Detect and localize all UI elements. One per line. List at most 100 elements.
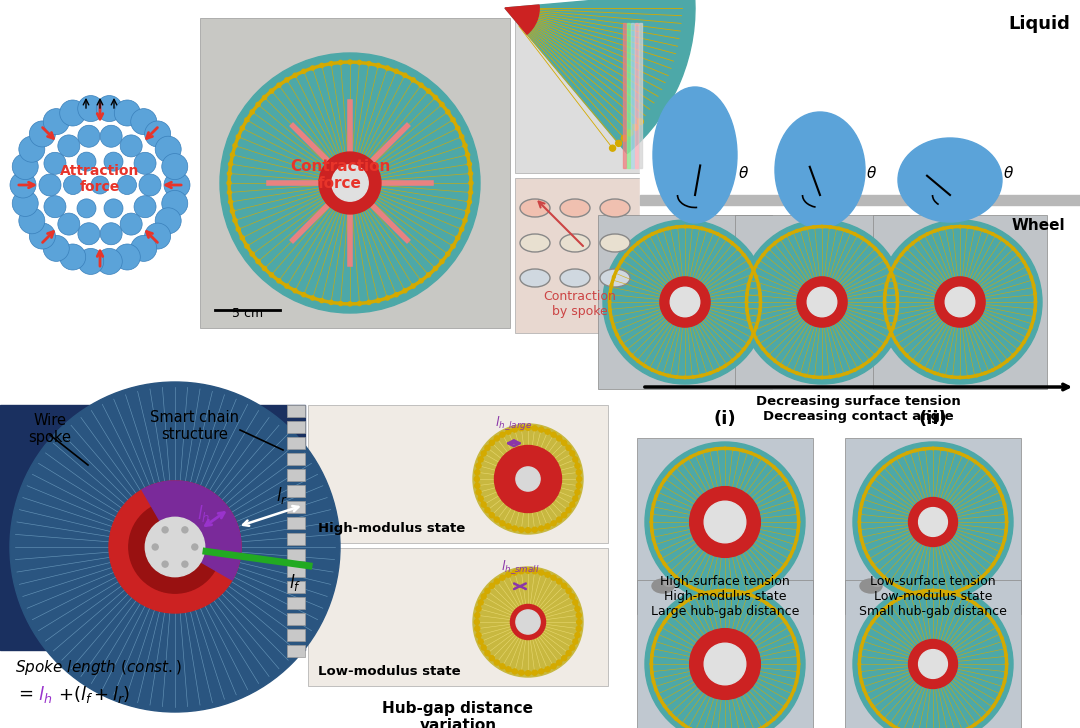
Circle shape bbox=[861, 681, 863, 683]
Circle shape bbox=[755, 325, 757, 328]
Text: Smart chain
structure: Smart chain structure bbox=[150, 410, 240, 443]
Circle shape bbox=[78, 95, 104, 122]
Circle shape bbox=[293, 74, 297, 77]
Circle shape bbox=[575, 606, 580, 612]
Circle shape bbox=[872, 705, 874, 707]
Circle shape bbox=[919, 237, 921, 240]
Circle shape bbox=[58, 213, 80, 235]
Ellipse shape bbox=[600, 234, 630, 252]
Bar bbox=[637, 580, 813, 728]
Circle shape bbox=[914, 449, 917, 452]
Circle shape bbox=[890, 581, 892, 584]
Circle shape bbox=[975, 374, 978, 377]
Circle shape bbox=[993, 563, 995, 565]
Circle shape bbox=[701, 227, 703, 230]
Circle shape bbox=[750, 590, 753, 592]
Circle shape bbox=[100, 223, 122, 245]
Circle shape bbox=[863, 689, 865, 692]
Circle shape bbox=[863, 636, 865, 639]
Circle shape bbox=[753, 333, 755, 336]
Circle shape bbox=[44, 152, 66, 174]
Circle shape bbox=[779, 569, 781, 572]
Circle shape bbox=[793, 547, 795, 550]
Circle shape bbox=[505, 523, 511, 529]
Circle shape bbox=[572, 496, 578, 501]
Circle shape bbox=[932, 447, 934, 450]
Circle shape bbox=[675, 376, 678, 379]
Circle shape bbox=[867, 242, 870, 245]
Circle shape bbox=[757, 341, 759, 344]
Ellipse shape bbox=[600, 199, 630, 217]
Circle shape bbox=[575, 463, 580, 468]
Circle shape bbox=[684, 376, 686, 379]
Circle shape bbox=[987, 569, 989, 572]
Circle shape bbox=[609, 292, 611, 295]
Circle shape bbox=[750, 325, 752, 328]
Circle shape bbox=[731, 360, 733, 363]
Circle shape bbox=[872, 621, 874, 623]
Circle shape bbox=[104, 199, 123, 218]
Circle shape bbox=[859, 654, 861, 657]
Circle shape bbox=[39, 174, 60, 196]
Bar bbox=[287, 565, 305, 577]
Circle shape bbox=[500, 664, 505, 669]
Circle shape bbox=[495, 517, 499, 522]
Circle shape bbox=[485, 588, 490, 593]
Text: $\it{= }$: $\it{= }$ bbox=[15, 684, 33, 702]
Circle shape bbox=[44, 196, 66, 218]
Circle shape bbox=[229, 162, 232, 166]
Circle shape bbox=[698, 590, 700, 592]
Circle shape bbox=[329, 61, 333, 66]
Circle shape bbox=[551, 664, 556, 669]
Circle shape bbox=[967, 376, 970, 379]
Bar bbox=[845, 438, 1021, 614]
Circle shape bbox=[100, 125, 122, 147]
Circle shape bbox=[877, 614, 879, 617]
Circle shape bbox=[973, 460, 976, 463]
Circle shape bbox=[485, 651, 490, 656]
Circle shape bbox=[743, 348, 745, 350]
Circle shape bbox=[797, 672, 799, 674]
Circle shape bbox=[796, 229, 798, 232]
Circle shape bbox=[551, 575, 556, 580]
Circle shape bbox=[251, 252, 254, 256]
Circle shape bbox=[981, 608, 983, 610]
Circle shape bbox=[134, 152, 156, 174]
Circle shape bbox=[320, 63, 324, 68]
Circle shape bbox=[704, 644, 746, 685]
Circle shape bbox=[966, 456, 969, 458]
Circle shape bbox=[900, 348, 902, 350]
Circle shape bbox=[650, 521, 652, 523]
Circle shape bbox=[411, 284, 415, 288]
Circle shape bbox=[949, 449, 951, 452]
Circle shape bbox=[741, 591, 744, 594]
Circle shape bbox=[859, 529, 861, 532]
Text: $\it{Spoke\ length}\ (const.)$: $\it{Spoke\ length}\ (const.)$ bbox=[15, 658, 183, 677]
Circle shape bbox=[162, 154, 188, 180]
Circle shape bbox=[570, 594, 575, 599]
Circle shape bbox=[311, 296, 314, 300]
Circle shape bbox=[269, 273, 273, 277]
Circle shape bbox=[997, 628, 999, 631]
Circle shape bbox=[96, 248, 122, 274]
Text: Decreasing surface tension
Decreasing contact angle: Decreasing surface tension Decreasing co… bbox=[756, 395, 960, 423]
Circle shape bbox=[532, 527, 537, 532]
Circle shape bbox=[772, 466, 775, 468]
Circle shape bbox=[829, 226, 832, 229]
Bar bbox=[287, 597, 305, 609]
Circle shape bbox=[1030, 325, 1032, 328]
Circle shape bbox=[737, 248, 740, 250]
Circle shape bbox=[681, 581, 685, 584]
Circle shape bbox=[566, 446, 571, 451]
Text: Liquid: Liquid bbox=[1008, 15, 1070, 33]
Circle shape bbox=[1030, 276, 1032, 278]
Text: $\mathit{l}_{h\_large}$: $\mathit{l}_{h\_large}$ bbox=[496, 415, 532, 433]
Circle shape bbox=[120, 213, 143, 235]
Circle shape bbox=[505, 430, 511, 434]
Circle shape bbox=[675, 608, 677, 610]
Circle shape bbox=[724, 589, 726, 592]
Circle shape bbox=[1005, 521, 1008, 523]
Circle shape bbox=[859, 521, 861, 523]
Circle shape bbox=[853, 368, 856, 371]
Circle shape bbox=[896, 301, 899, 304]
